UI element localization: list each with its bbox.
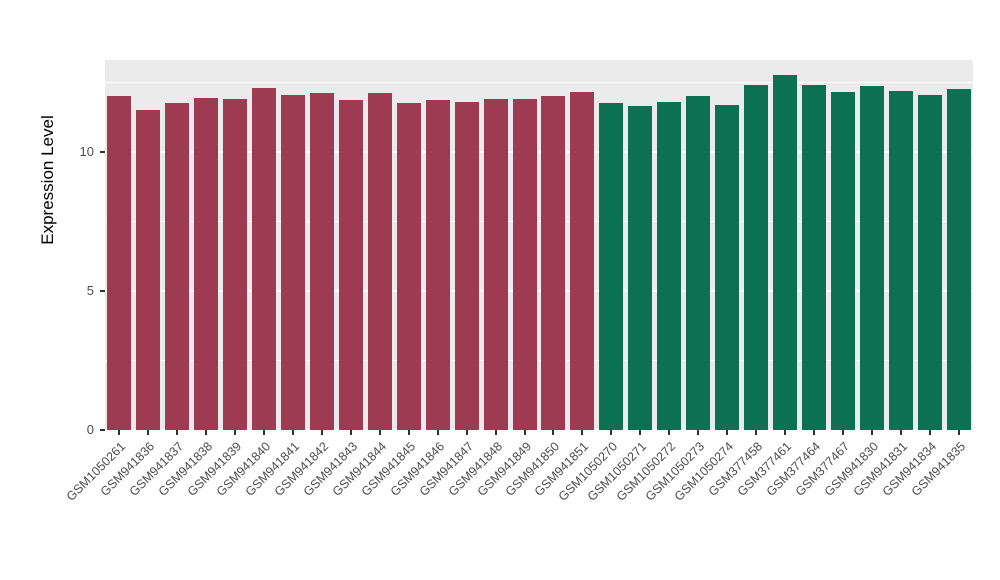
x-tick-mark bbox=[523, 430, 526, 435]
bar bbox=[917, 94, 942, 430]
x-tick-mark bbox=[436, 430, 439, 435]
y-tick-mark bbox=[100, 150, 105, 153]
x-tick-mark bbox=[118, 430, 121, 435]
bar bbox=[570, 92, 595, 430]
y-tick-label: 5 bbox=[86, 282, 94, 298]
bar bbox=[223, 98, 248, 430]
bar bbox=[772, 75, 797, 430]
gridline-major bbox=[105, 289, 973, 292]
x-tick-mark bbox=[349, 430, 352, 435]
bar bbox=[194, 97, 219, 430]
y-tick-mark bbox=[100, 429, 105, 431]
y-tick-mark bbox=[100, 289, 105, 292]
x-tick-mark bbox=[147, 430, 150, 435]
x-tick-mark bbox=[321, 430, 323, 435]
y-tick-label: 10 bbox=[79, 143, 94, 159]
bar bbox=[310, 93, 334, 430]
bar bbox=[512, 98, 537, 430]
x-tick-mark bbox=[378, 430, 381, 435]
bar bbox=[686, 96, 711, 430]
gridline-major bbox=[105, 150, 973, 153]
x-tick-mark bbox=[176, 430, 179, 435]
x-tick-mark bbox=[465, 430, 468, 435]
bar bbox=[628, 105, 653, 430]
x-tick-mark bbox=[668, 430, 671, 435]
x-tick-mark bbox=[234, 430, 237, 435]
gridline-minor bbox=[105, 359, 973, 361]
bar bbox=[454, 101, 479, 430]
bar bbox=[252, 87, 277, 430]
x-tick-mark bbox=[870, 430, 873, 435]
bar bbox=[830, 92, 855, 430]
x-tick-mark bbox=[841, 430, 844, 435]
bar bbox=[165, 103, 190, 430]
x-tick-mark bbox=[899, 430, 902, 435]
x-tick-mark bbox=[639, 430, 642, 435]
x-tick-mark bbox=[812, 430, 815, 435]
x-tick-mark bbox=[755, 430, 757, 435]
bar bbox=[801, 85, 826, 430]
bar bbox=[107, 96, 132, 430]
bar bbox=[425, 100, 450, 430]
x-tick-mark bbox=[552, 430, 555, 435]
bar bbox=[888, 90, 913, 430]
gridline-minor bbox=[105, 220, 973, 222]
gridline-major bbox=[105, 429, 973, 431]
bar bbox=[946, 89, 971, 430]
x-tick-mark bbox=[263, 430, 266, 435]
gridline-minor bbox=[105, 81, 973, 83]
x-tick-mark bbox=[928, 430, 931, 435]
bar bbox=[859, 86, 884, 430]
bar bbox=[599, 103, 624, 430]
bar bbox=[367, 93, 392, 430]
x-tick-mark bbox=[726, 430, 729, 435]
bar bbox=[338, 100, 363, 430]
bar bbox=[744, 85, 768, 430]
x-tick-mark bbox=[205, 430, 208, 435]
x-tick-mark bbox=[407, 430, 410, 435]
x-tick-mark bbox=[783, 430, 786, 435]
x-tick-mark bbox=[292, 430, 295, 435]
y-tick-label: 0 bbox=[86, 422, 94, 437]
bar bbox=[136, 110, 161, 430]
bar bbox=[541, 96, 566, 430]
x-tick-mark bbox=[581, 430, 584, 435]
plot-panel bbox=[105, 60, 973, 431]
x-tick-mark bbox=[957, 430, 960, 435]
x-tick-mark bbox=[494, 430, 497, 435]
bar bbox=[281, 94, 306, 430]
bar bbox=[483, 98, 508, 430]
x-tick-mark bbox=[610, 430, 613, 435]
x-tick-mark bbox=[697, 430, 700, 435]
bar bbox=[396, 103, 421, 430]
bar bbox=[657, 101, 682, 430]
bar bbox=[715, 104, 740, 430]
